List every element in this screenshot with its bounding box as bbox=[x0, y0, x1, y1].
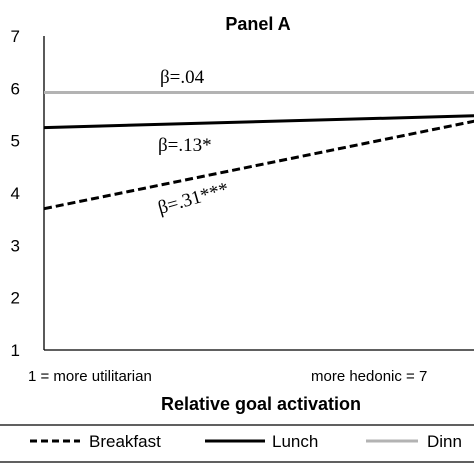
series-lines bbox=[43, 91, 474, 211]
x-tick-right: more hedonic = 7 bbox=[311, 368, 427, 385]
legend-item-lunch: Lunch bbox=[205, 432, 318, 451]
legend-label-breakfast: Breakfast bbox=[89, 432, 161, 451]
annotation-lunch: β=.13* bbox=[158, 135, 212, 156]
legend-label-dinn: Dinn bbox=[427, 432, 462, 451]
x-tick-left: 1 = more utilitarian bbox=[28, 368, 152, 385]
y-tick-label: 4 bbox=[11, 184, 20, 203]
x-axis-label: Relative goal activation bbox=[161, 394, 361, 414]
legend-item-breakfast: Breakfast bbox=[30, 432, 161, 451]
series-line-lunch bbox=[43, 114, 474, 130]
y-axis-ticks: 1 2 3 4 5 6 7 bbox=[11, 27, 20, 360]
series-line-breakfast bbox=[43, 119, 474, 211]
y-tick-label: 6 bbox=[11, 79, 20, 98]
y-tick-label: 2 bbox=[11, 289, 20, 308]
chart-title: Panel A bbox=[225, 14, 290, 34]
y-tick-label: 7 bbox=[11, 27, 20, 46]
y-tick-label: 5 bbox=[11, 132, 20, 151]
legend-label-lunch: Lunch bbox=[272, 432, 318, 451]
y-tick-label: 1 bbox=[11, 341, 20, 360]
annotation-dinn: β=.04 bbox=[160, 67, 205, 88]
legend-item-dinn: Dinn bbox=[366, 432, 462, 451]
y-tick-label: 3 bbox=[11, 236, 20, 255]
